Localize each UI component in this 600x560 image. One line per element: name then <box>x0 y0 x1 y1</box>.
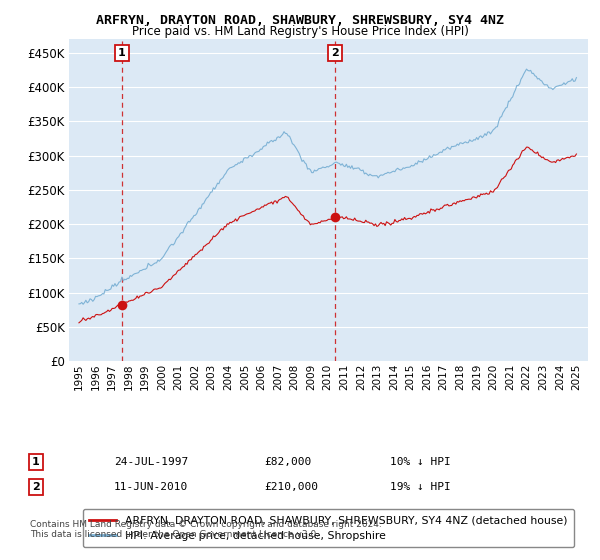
Text: ARFRYN, DRAYTON ROAD, SHAWBURY, SHREWSBURY, SY4 4NZ: ARFRYN, DRAYTON ROAD, SHAWBURY, SHREWSBU… <box>96 14 504 27</box>
Text: 10% ↓ HPI: 10% ↓ HPI <box>390 457 451 467</box>
Text: 11-JUN-2010: 11-JUN-2010 <box>114 482 188 492</box>
Text: Price paid vs. HM Land Registry's House Price Index (HPI): Price paid vs. HM Land Registry's House … <box>131 25 469 38</box>
Text: 1: 1 <box>118 48 125 58</box>
Text: £210,000: £210,000 <box>264 482 318 492</box>
Text: 19% ↓ HPI: 19% ↓ HPI <box>390 482 451 492</box>
Text: 2: 2 <box>331 48 339 58</box>
Text: Contains HM Land Registry data © Crown copyright and database right 2024.
This d: Contains HM Land Registry data © Crown c… <box>30 520 382 539</box>
Text: 24-JUL-1997: 24-JUL-1997 <box>114 457 188 467</box>
Text: 1: 1 <box>32 457 40 467</box>
Text: £82,000: £82,000 <box>264 457 311 467</box>
Text: 2: 2 <box>32 482 40 492</box>
Legend: ARFRYN, DRAYTON ROAD, SHAWBURY, SHREWSBURY, SY4 4NZ (detached house), HPI: Avera: ARFRYN, DRAYTON ROAD, SHAWBURY, SHREWSBU… <box>83 509 574 547</box>
